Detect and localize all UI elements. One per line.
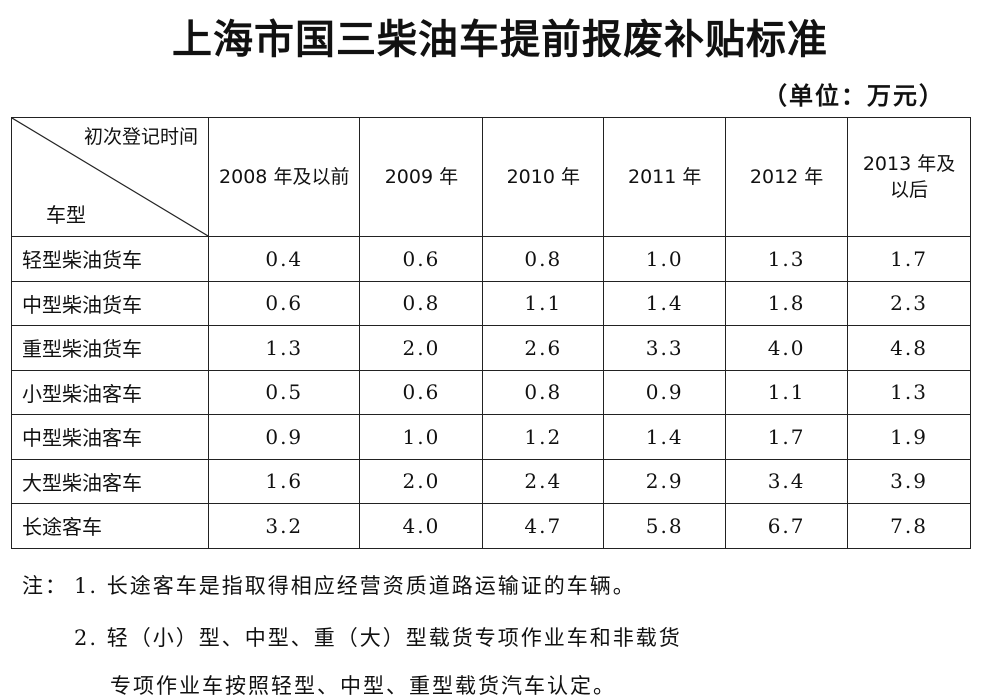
table-cell: 5.8 — [603, 503, 727, 549]
corner-header-registration-time: 初次登记时间 — [84, 126, 199, 148]
table-cell: 0.9 — [208, 414, 361, 460]
table-cell: 1.2 — [482, 414, 605, 460]
table-cell: 4.8 — [847, 325, 971, 371]
column-header: 2010 年 — [482, 117, 605, 237]
table-cell: 0.8 — [359, 280, 484, 326]
column-header: 2009 年 — [359, 117, 484, 237]
table-row: 小型柴油客车 0.5 0.6 0.8 0.9 1.1 1.3 — [10, 369, 971, 415]
table-row: 中型柴油货车 0.6 0.8 1.1 1.4 1.8 2.3 — [10, 280, 971, 326]
table-row: 重型柴油货车 1.3 2.0 2.6 3.3 4.0 4.8 — [10, 325, 971, 371]
table-cell: 4.0 — [359, 503, 484, 549]
table-cell: 1.0 — [603, 236, 727, 282]
table-cell: 4.0 — [725, 325, 849, 371]
table-cell: 1.3 — [208, 325, 361, 371]
row-label: 大型柴油客车 — [10, 458, 210, 504]
row-label: 小型柴油客车 — [10, 369, 210, 415]
table-cell: 0.6 — [359, 369, 484, 415]
table-cell: 1.1 — [482, 280, 605, 326]
table-cell: 3.2 — [208, 503, 361, 549]
table-cell: 0.8 — [482, 369, 605, 415]
row-label: 长途客车 — [10, 503, 210, 549]
table-cell: 1.6 — [208, 458, 361, 504]
document-title: 上海市国三柴油车提前报废补贴标准 — [172, 16, 828, 63]
note-2-line-2: 专项作业车按照轻型、中型、重型载货汽车认定。 — [110, 674, 616, 698]
note-1: 1. 长途客车是指取得相应经营资质道路运输证的车辆。 — [74, 574, 636, 598]
corner-header-vehicle-type: 车型 — [46, 203, 86, 227]
diagonal-divider — [12, 118, 208, 236]
unit-label: （单位：万元） — [763, 81, 945, 110]
table-row: 长途客车 3.2 4.0 4.7 5.8 6.7 7.8 — [10, 503, 971, 549]
table-cell: 1.8 — [725, 280, 849, 326]
table-cell: 1.0 — [359, 414, 484, 460]
column-header: 2011 年 — [603, 117, 727, 237]
table-cell: 1.3 — [847, 369, 971, 415]
table-cell: 2.6 — [482, 325, 605, 371]
table-cell: 1.1 — [725, 369, 849, 415]
table-cell: 3.9 — [847, 458, 971, 504]
table-cell: 6.7 — [725, 503, 849, 549]
table-cell: 1.7 — [725, 414, 849, 460]
table-row: 大型柴油客车 1.6 2.0 2.4 2.9 3.4 3.9 — [10, 458, 971, 504]
subsidy-table: 初次登记时间 车型 2008 年及以前 2009 年 2010 年 2011 年… — [10, 117, 971, 549]
table-cell: 1.3 — [725, 236, 849, 282]
table-cell: 0.6 — [208, 280, 361, 326]
table-cell: 3.4 — [725, 458, 849, 504]
table-cell: 0.5 — [208, 369, 361, 415]
notes-prefix: 注： — [22, 574, 68, 598]
table-cell: 2.0 — [359, 458, 484, 504]
row-label: 重型柴油货车 — [10, 325, 210, 371]
table-cell: 2.4 — [482, 458, 605, 504]
table-cell: 2.9 — [603, 458, 727, 504]
column-header: 2012 年 — [725, 117, 849, 237]
table-row: 轻型柴油货车 0.4 0.6 0.8 1.0 1.3 1.7 — [10, 236, 971, 282]
table-cell: 4.7 — [482, 503, 605, 549]
table-row: 中型柴油客车 0.9 1.0 1.2 1.4 1.7 1.9 — [10, 414, 971, 460]
column-header: 2013 年及以后 — [847, 117, 971, 237]
table-cell: 1.9 — [847, 414, 971, 460]
column-header: 2008 年及以前 — [208, 117, 361, 237]
table-cell: 2.0 — [359, 325, 484, 371]
table-cell: 0.4 — [208, 236, 361, 282]
table-cell: 1.4 — [603, 280, 727, 326]
row-label: 中型柴油货车 — [10, 280, 210, 326]
table-header-row: 初次登记时间 车型 2008 年及以前 2009 年 2010 年 2011 年… — [10, 117, 971, 237]
header-corner-cell: 初次登记时间 车型 — [10, 117, 210, 237]
table-cell: 1.7 — [847, 236, 971, 282]
table-cell: 0.8 — [482, 236, 605, 282]
table-cell: 1.4 — [603, 414, 727, 460]
table-cell: 0.6 — [359, 236, 484, 282]
table-cell: 0.9 — [603, 369, 727, 415]
table-cell: 7.8 — [847, 503, 971, 549]
note-2-line-1: 2. 轻（小）型、中型、重（大）型载货专项作业车和非载货 — [74, 626, 682, 650]
row-label: 中型柴油客车 — [10, 414, 210, 460]
table-cell: 2.3 — [847, 280, 971, 326]
table-cell: 3.3 — [603, 325, 727, 371]
row-label: 轻型柴油货车 — [10, 236, 210, 282]
